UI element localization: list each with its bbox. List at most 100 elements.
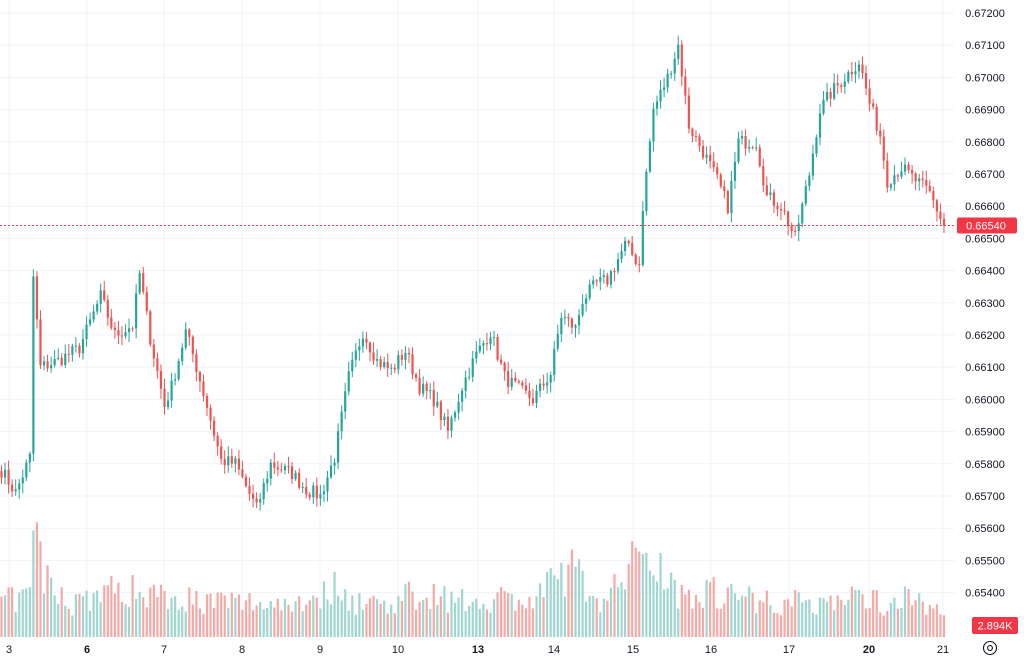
candle[interactable]: [227, 446, 230, 473]
candle[interactable]: [81, 329, 85, 360]
candle[interactable]: [687, 87, 690, 134]
candle[interactable]: [202, 374, 205, 402]
candle[interactable]: [298, 468, 301, 490]
candle[interactable]: [368, 341, 372, 362]
candle[interactable]: [570, 317, 574, 334]
candle[interactable]: [818, 103, 822, 146]
candle[interactable]: [152, 339, 155, 367]
candle[interactable]: [825, 82, 829, 103]
candle[interactable]: [652, 102, 655, 152]
candle[interactable]: [78, 343, 81, 358]
candle[interactable]: [340, 405, 343, 440]
candle[interactable]: [457, 393, 460, 420]
candle[interactable]: [60, 353, 63, 367]
candle[interactable]: [106, 295, 109, 326]
candle[interactable]: [836, 74, 839, 95]
candle[interactable]: [712, 152, 715, 172]
candle[interactable]: [184, 322, 187, 351]
candle[interactable]: [166, 392, 170, 410]
candle[interactable]: [854, 61, 857, 84]
candle[interactable]: [475, 341, 478, 364]
candle[interactable]: [482, 340, 485, 355]
candle[interactable]: [592, 275, 595, 289]
candle[interactable]: [588, 279, 591, 301]
candle[interactable]: [188, 328, 191, 346]
candle[interactable]: [269, 458, 272, 486]
candle[interactable]: [719, 172, 722, 189]
candle[interactable]: [35, 271, 39, 329]
candle[interactable]: [879, 123, 882, 145]
candle[interactable]: [181, 343, 184, 366]
candle[interactable]: [620, 243, 623, 263]
candle[interactable]: [220, 439, 223, 465]
gear-icon[interactable]: [982, 640, 998, 656]
candle[interactable]: [337, 423, 340, 469]
candle[interactable]: [641, 201, 644, 267]
candle[interactable]: [556, 324, 559, 352]
candle[interactable]: [542, 374, 545, 391]
candle[interactable]: [351, 351, 354, 378]
candle[interactable]: [758, 144, 761, 168]
candle[interactable]: [411, 347, 414, 380]
candle[interactable]: [503, 361, 506, 381]
candle[interactable]: [425, 381, 428, 400]
candle[interactable]: [453, 410, 457, 422]
candle[interactable]: [705, 146, 708, 164]
candle[interactable]: [422, 376, 425, 398]
candle[interactable]: [18, 479, 21, 499]
candle[interactable]: [627, 239, 630, 247]
candle[interactable]: [436, 391, 439, 409]
candle[interactable]: [932, 186, 935, 209]
candle[interactable]: [156, 352, 159, 379]
candle[interactable]: [347, 361, 350, 396]
candle[interactable]: [25, 459, 28, 481]
candle[interactable]: [524, 378, 527, 395]
candle[interactable]: [280, 463, 283, 473]
candle[interactable]: [769, 183, 772, 201]
candle[interactable]: [64, 344, 67, 368]
candle[interactable]: [308, 492, 311, 501]
candle[interactable]: [361, 331, 365, 353]
candle[interactable]: [50, 356, 53, 373]
candle[interactable]: [290, 461, 294, 484]
candle[interactable]: [861, 56, 864, 80]
candle[interactable]: [397, 350, 400, 375]
candle[interactable]: [666, 69, 669, 93]
candle[interactable]: [694, 130, 698, 142]
candle[interactable]: [124, 324, 127, 339]
candle[interactable]: [613, 268, 616, 282]
candle[interactable]: [28, 451, 31, 473]
candle[interactable]: [96, 300, 99, 315]
candle[interactable]: [432, 381, 435, 416]
candle[interactable]: [375, 349, 379, 368]
candle[interactable]: [538, 378, 542, 398]
candle[interactable]: [914, 171, 917, 191]
candle[interactable]: [783, 201, 786, 216]
candle[interactable]: [379, 355, 382, 371]
candle[interactable]: [365, 331, 368, 350]
candle[interactable]: [886, 152, 889, 193]
candle[interactable]: [478, 338, 481, 354]
candle[interactable]: [847, 69, 850, 84]
candle[interactable]: [896, 173, 900, 182]
candle[interactable]: [92, 304, 95, 323]
candle[interactable]: [808, 172, 811, 191]
candle[interactable]: [404, 346, 407, 370]
candle[interactable]: [602, 269, 605, 284]
candle[interactable]: [648, 138, 652, 174]
candle[interactable]: [726, 189, 729, 215]
candle[interactable]: [464, 370, 467, 399]
candle[interactable]: [429, 383, 432, 400]
candle[interactable]: [414, 372, 418, 382]
candle[interactable]: [393, 363, 396, 374]
candle[interactable]: [900, 161, 903, 179]
candle[interactable]: [198, 370, 202, 392]
candle[interactable]: [319, 484, 322, 506]
candle[interactable]: [21, 469, 24, 494]
candle[interactable]: [149, 309, 152, 347]
candle[interactable]: [585, 293, 588, 312]
candle[interactable]: [918, 173, 921, 191]
candle[interactable]: [599, 268, 602, 291]
candle[interactable]: [748, 139, 751, 153]
candle[interactable]: [577, 308, 581, 335]
